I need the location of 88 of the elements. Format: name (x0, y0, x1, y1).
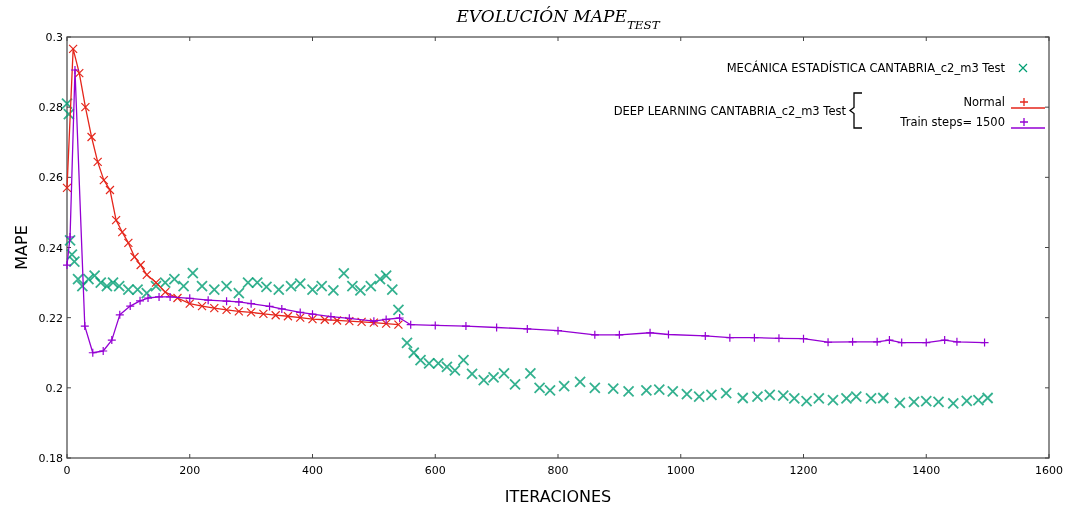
point (522, 324, 532, 334)
point (258, 309, 268, 319)
point (203, 295, 213, 305)
point (117, 227, 127, 237)
point (246, 307, 256, 317)
x-tick-label: 200 (179, 464, 201, 477)
point (107, 335, 117, 345)
point (68, 44, 78, 54)
x-tick-label: 1600 (1035, 464, 1063, 477)
point (393, 320, 404, 330)
point (283, 311, 293, 321)
point (111, 215, 121, 225)
point (70, 65, 80, 75)
point (115, 310, 125, 320)
x-tick-label: 0 (63, 464, 71, 477)
y-tick-label: 0.2 (45, 381, 63, 395)
point (165, 292, 175, 302)
point (590, 330, 600, 340)
x-axis-title: ITERACIONES (504, 487, 612, 506)
point (553, 326, 563, 336)
point (93, 157, 103, 167)
point (142, 270, 152, 280)
point (940, 335, 950, 345)
point (65, 232, 75, 242)
chart-title: EVOLUCIÓN MAPE$_{TEST}$ (455, 6, 661, 32)
point (98, 346, 108, 356)
point (125, 301, 135, 311)
annotation: DEEP LEARNING CANTABRIA_c2_m3 Test (613, 103, 847, 118)
y-tick-label: 0.3 (45, 31, 63, 44)
point (234, 297, 244, 307)
x-tick-label: 600 (424, 464, 446, 477)
legend-label: Train steps= 1500 (899, 115, 1005, 129)
point (80, 321, 90, 331)
point (326, 312, 336, 322)
point (105, 185, 115, 195)
point (62, 260, 72, 270)
point (86, 132, 97, 142)
legend-label: Normal (963, 95, 1005, 109)
point (332, 315, 342, 326)
point (295, 313, 305, 323)
point (823, 337, 833, 347)
point (614, 330, 624, 340)
point (461, 321, 471, 331)
point (135, 296, 145, 306)
point (271, 310, 281, 320)
point (74, 68, 84, 78)
legend-label: MECÁNICA ESTADÍSTICA CANTABRIA_c2_m3 Test (726, 60, 1006, 75)
y-axis-title: MAPE (12, 225, 31, 270)
point (884, 335, 895, 345)
point (221, 305, 232, 315)
point (246, 299, 256, 309)
point (99, 175, 109, 185)
x-tick-label: 800 (547, 464, 569, 477)
point (381, 319, 391, 329)
point (320, 315, 330, 325)
y-tick-label: 0.18 (38, 452, 63, 465)
point (700, 331, 710, 341)
y-tick-label: 0.22 (38, 311, 63, 325)
point (645, 328, 655, 338)
point (872, 337, 882, 347)
point (80, 102, 91, 112)
x-tick-label: 400 (302, 464, 323, 477)
point (154, 292, 164, 302)
x-tick-label: 1200 (789, 464, 818, 477)
point (307, 314, 318, 324)
point (129, 252, 140, 262)
point (143, 293, 153, 303)
point (151, 277, 161, 288)
point (185, 299, 195, 309)
point (123, 238, 133, 248)
y-tick-label: 0.26 (38, 171, 63, 185)
point (848, 337, 858, 347)
point (172, 293, 183, 303)
point (209, 303, 219, 313)
point (357, 317, 367, 327)
point (234, 306, 244, 316)
y-tick-label: 0.24 (38, 241, 63, 255)
point (197, 301, 207, 311)
point (774, 333, 784, 343)
point (160, 287, 170, 297)
point (62, 183, 72, 193)
point (136, 260, 146, 270)
x-tick-label: 1000 (666, 464, 695, 477)
point (277, 304, 287, 314)
point (395, 313, 405, 323)
y-tick-label: 0.28 (38, 101, 63, 115)
x-tick-label: 1400 (912, 464, 941, 477)
point (952, 337, 962, 347)
